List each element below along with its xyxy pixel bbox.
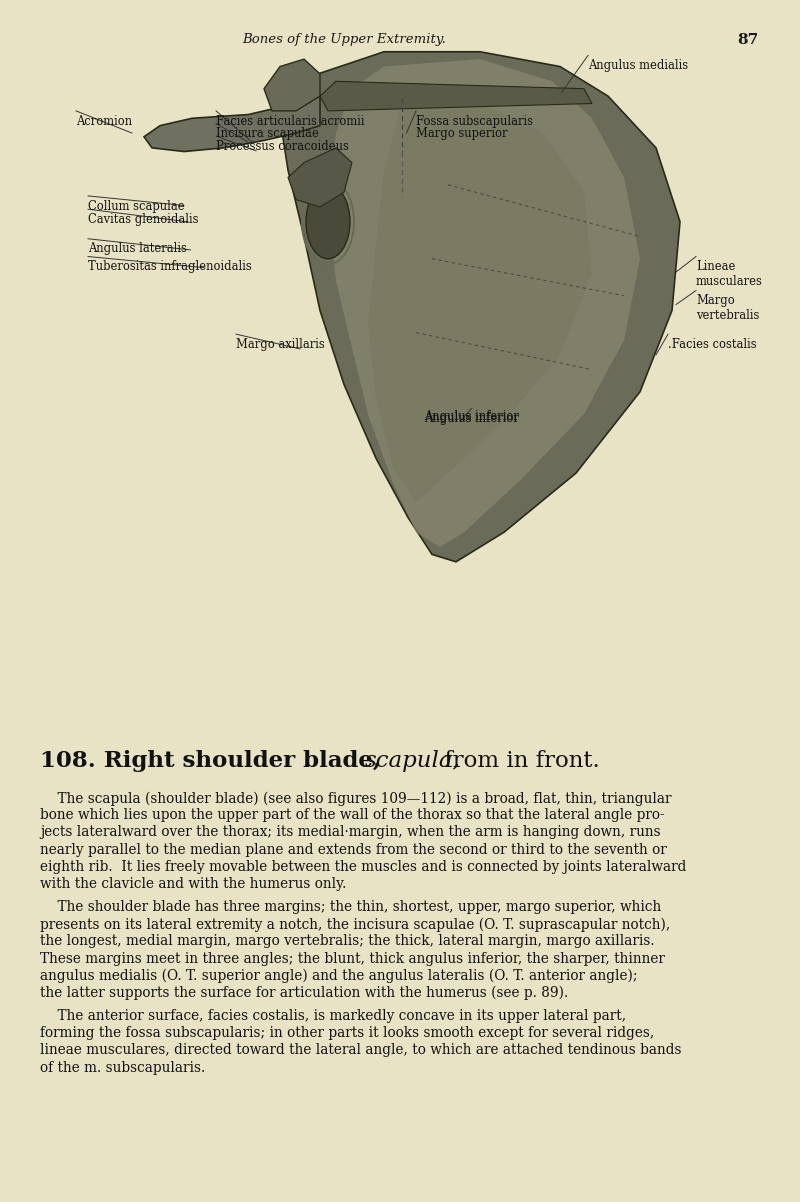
Polygon shape (280, 52, 680, 561)
Ellipse shape (306, 185, 350, 258)
Polygon shape (288, 148, 352, 207)
Polygon shape (320, 82, 592, 111)
Text: jects lateralward over the thorax; its medial·margin, when the arm is hanging do: jects lateralward over the thorax; its m… (40, 826, 661, 839)
Text: Angulus inferior: Angulus inferior (425, 412, 519, 426)
Text: with the clavicle and with the humerus only.: with the clavicle and with the humerus o… (40, 876, 346, 891)
Text: The anterior surface, facies costalis, is markedly concave in its upper lateral : The anterior surface, facies costalis, i… (40, 1010, 626, 1023)
Text: Bones of the Upper Extremity.: Bones of the Upper Extremity. (242, 34, 446, 46)
Polygon shape (328, 59, 640, 547)
Text: Margo superior: Margo superior (416, 127, 507, 141)
Text: the latter supports the surface for articulation with the humerus (see p. 89).: the latter supports the surface for arti… (40, 986, 568, 1000)
Text: forming the fossa subscapularis; in other parts it looks smooth except for sever: forming the fossa subscapularis; in othe… (40, 1027, 654, 1040)
Polygon shape (264, 59, 320, 111)
Text: angulus medialis (O. T. superior angle) and the angulus lateralis (O. T. anterio: angulus medialis (O. T. superior angle) … (40, 969, 638, 983)
Text: Acromion: Acromion (76, 114, 132, 127)
Text: Fossa subscapularis: Fossa subscapularis (416, 114, 533, 127)
Text: The scapula (shoulder blade) (see also figures 109—112) is a broad, flat, thin, : The scapula (shoulder blade) (see also f… (40, 791, 671, 805)
Text: lineae musculares, directed toward the lateral angle, to which are attached tend: lineae musculares, directed toward the l… (40, 1043, 682, 1058)
Text: of the m. subscapularis.: of the m. subscapularis. (40, 1060, 206, 1075)
Text: from in front.: from in front. (437, 750, 600, 772)
Text: Lineae
musculares: Lineae musculares (696, 260, 763, 288)
Text: Facies articularis acromii: Facies articularis acromii (216, 114, 365, 127)
Text: Margo
vertebralis: Margo vertebralis (696, 294, 759, 322)
Text: Processus coracoideus: Processus coracoideus (216, 139, 349, 153)
Text: Margo axillaris: Margo axillaris (236, 338, 325, 351)
Text: presents on its lateral extremity a notch, the incisura scapulae (O. T. suprasca: presents on its lateral extremity a notc… (40, 917, 670, 932)
Text: 108. Right shoulder blade,: 108. Right shoulder blade, (40, 750, 389, 772)
Text: Cavitas glenoidalis: Cavitas glenoidalis (88, 213, 198, 226)
Text: eighth rib.  It lies freely movable between the muscles and is connected by join: eighth rib. It lies freely movable betwe… (40, 859, 686, 874)
Text: .Facies costalis: .Facies costalis (668, 338, 757, 351)
Polygon shape (368, 103, 592, 502)
Text: the longest, medial margin, margo vertebralis; the thick, lateral margin, margo : the longest, medial margin, margo verteb… (40, 934, 654, 948)
Text: Angulus inferior: Angulus inferior (425, 410, 519, 423)
Text: bone which lies upon the upper part of the wall of the thorax so that the latera: bone which lies upon the upper part of t… (40, 808, 665, 822)
Text: These margins meet in three angles; the blunt, thick angulus inferior, the sharp: These margins meet in three angles; the … (40, 952, 665, 965)
Text: Incisura scapulae: Incisura scapulae (216, 127, 319, 141)
Text: 87: 87 (738, 34, 758, 47)
Text: Angulus lateralis: Angulus lateralis (88, 243, 187, 256)
Text: scapula,: scapula, (365, 750, 461, 772)
Text: nearly parallel to the median plane and extends from the second or third to the : nearly parallel to the median plane and … (40, 843, 666, 857)
Text: The shoulder blade has three margins; the thin, shortest, upper, margo superior,: The shoulder blade has three margins; th… (40, 900, 662, 915)
Text: Tuberositas infraglenoidalis: Tuberositas infraglenoidalis (88, 260, 252, 273)
Polygon shape (144, 96, 320, 151)
Text: Angulus medialis: Angulus medialis (588, 59, 688, 72)
Text: Collum scapulae: Collum scapulae (88, 200, 185, 213)
